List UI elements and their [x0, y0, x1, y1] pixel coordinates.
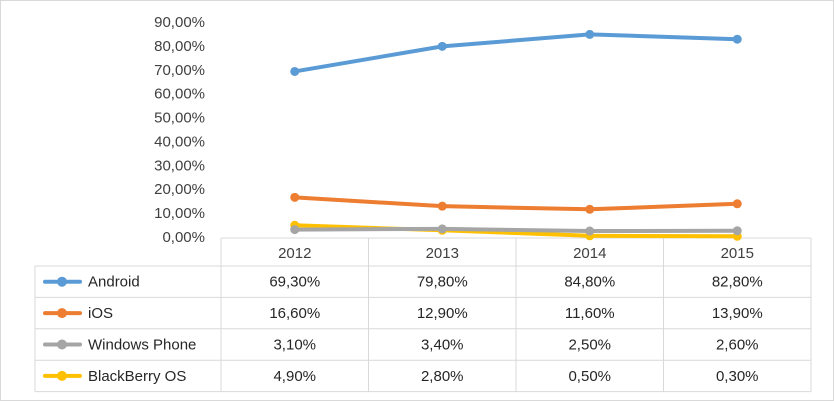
series-windows-phone	[290, 224, 742, 236]
data-label: 16,60%	[269, 305, 320, 322]
data-label: 2,80%	[421, 368, 464, 385]
series-line	[292, 226, 740, 234]
y-tick-label: 60,00%	[154, 86, 205, 103]
data-label: 84,80%	[564, 274, 615, 291]
data-point	[732, 199, 742, 209]
data-point	[437, 41, 447, 51]
data-point	[732, 34, 742, 44]
data-label: 0,30%	[716, 368, 759, 385]
table-row: Windows Phone 3,10% 3,40% 2,50% 2,60%	[43, 337, 759, 354]
series-line	[292, 195, 740, 212]
data-point	[290, 225, 300, 235]
data-label: 2,50%	[568, 337, 611, 354]
x-tick-label: 2014	[573, 245, 606, 262]
table-row: Android 69,30% 79,80% 84,80% 82,80%	[43, 274, 763, 291]
data-label: 69,30%	[269, 274, 320, 291]
x-tick-label: 2013	[426, 245, 459, 262]
y-tick-label: 90,00%	[154, 14, 205, 31]
series-name: Android	[88, 274, 140, 291]
data-point	[290, 192, 300, 202]
series-android	[290, 29, 742, 76]
data-label: 11,60%	[565, 305, 615, 322]
x-axis-labels: 2012 2013 2014 2015	[278, 245, 754, 262]
y-tick-label: 40,00%	[154, 133, 205, 150]
legend-key-marker	[57, 370, 67, 381]
y-axis: 0,00% 10,00% 20,00% 30,00% 40,00% 50,00% 60,00…	[154, 14, 205, 246]
data-label: 4,90%	[273, 368, 316, 385]
data-point	[585, 226, 595, 236]
y-tick-label: 80,00%	[154, 38, 205, 55]
data-point	[437, 224, 447, 234]
y-tick-label: 50,00%	[154, 110, 205, 127]
data-point	[585, 29, 595, 39]
legend-key-marker	[57, 339, 67, 350]
data-point	[732, 226, 742, 236]
data-label: 0,50%	[568, 368, 611, 385]
data-table: Android 69,30% 79,80% 84,80% 82,80% iOS 16,60%…	[43, 274, 763, 385]
data-point	[437, 201, 447, 211]
data-label: 12,90%	[417, 305, 468, 322]
series-ios	[290, 192, 742, 214]
series-name: BlackBerry OS	[88, 368, 186, 385]
x-tick-label: 2015	[721, 245, 754, 262]
data-label: 82,80%	[712, 274, 763, 291]
table-row: iOS 16,60% 12,90% 11,60% 13,90%	[43, 305, 763, 322]
data-label: 3,40%	[421, 337, 464, 354]
y-tick-label: 70,00%	[154, 62, 205, 79]
plot-area	[290, 29, 742, 241]
data-point	[290, 66, 300, 76]
y-tick-label: 30,00%	[154, 157, 205, 174]
data-point	[585, 204, 595, 214]
y-tick-label: 20,00%	[154, 181, 205, 198]
data-label: 79,80%	[417, 274, 468, 291]
data-label: 2,60%	[716, 337, 759, 354]
data-label: 13,90%	[712, 305, 763, 322]
x-tick-label: 2012	[278, 245, 311, 262]
data-table-grid	[34, 237, 812, 393]
series-name: Windows Phone	[88, 337, 196, 354]
legend-key-marker	[57, 276, 67, 287]
y-tick-label: 10,00%	[154, 205, 205, 222]
data-label: 3,10%	[273, 337, 316, 354]
legend-key-marker	[57, 308, 67, 319]
series-line	[292, 32, 740, 74]
series-name: iOS	[88, 305, 113, 322]
table-row: BlackBerry OS 4,90% 2,80% 0,50% 0,30%	[43, 368, 759, 385]
y-tick-label: 0,00%	[162, 229, 205, 246]
